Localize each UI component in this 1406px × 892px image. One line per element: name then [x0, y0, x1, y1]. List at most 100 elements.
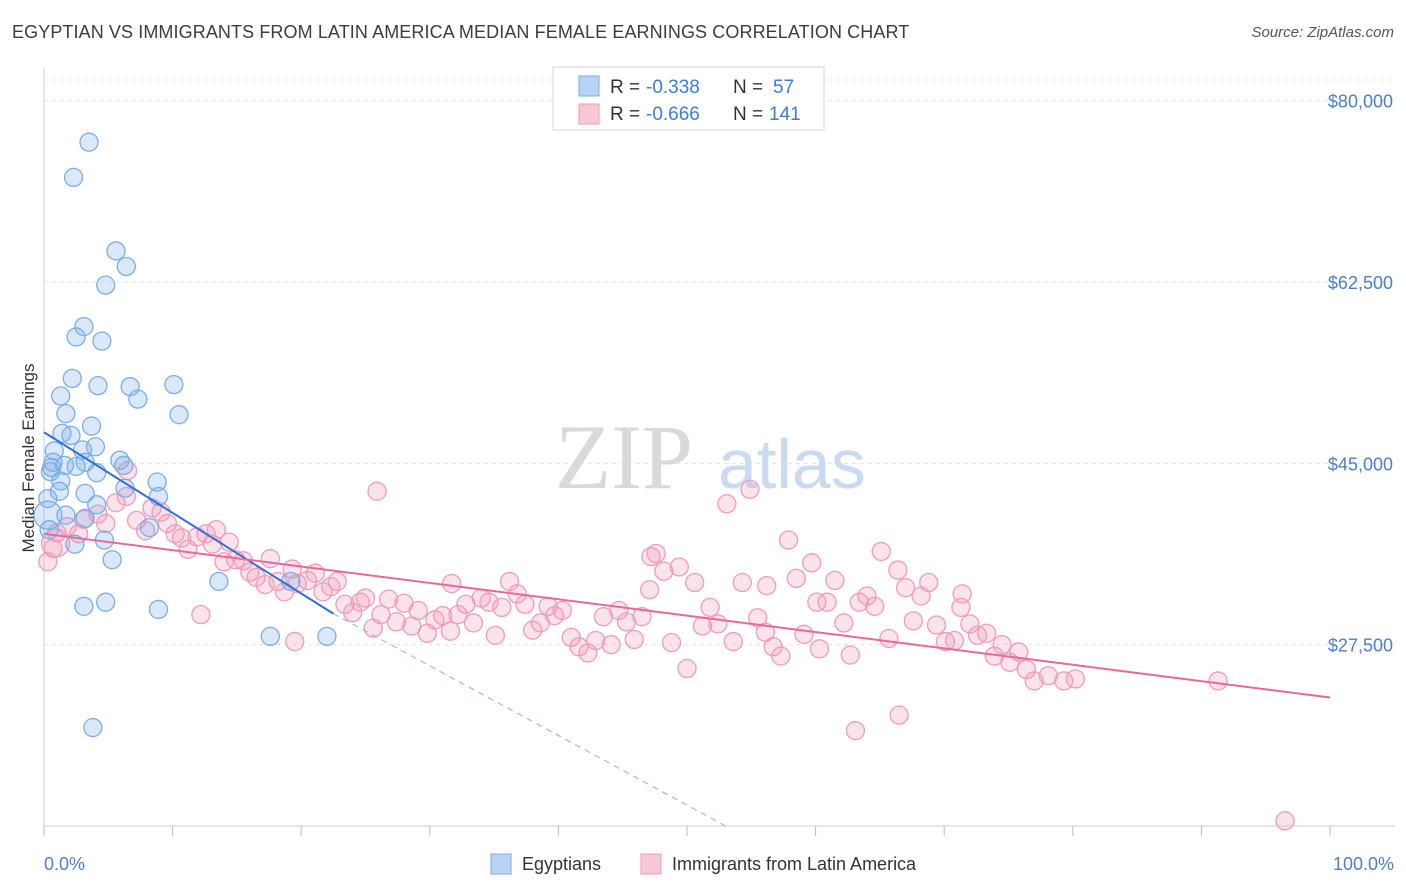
- latin-america-point-5: [74, 509, 94, 529]
- latin-america-point-119: [944, 630, 965, 651]
- egyptians-point-43: [139, 517, 160, 538]
- series-legend: Egyptians Immigrants from Latin America: [490, 853, 917, 875]
- egyptians-points: [33, 132, 337, 738]
- legend-r-label-1: R =: [610, 77, 640, 98]
- latin-america-point-61: [492, 597, 512, 618]
- latin-america-point-101: [802, 553, 822, 573]
- latin-america-point-111: [879, 628, 899, 649]
- latin-america-point-46: [378, 589, 399, 609]
- egyptians-point-12: [51, 386, 71, 406]
- latin-america-point-73: [586, 630, 606, 651]
- egyptians-point-0: [79, 132, 99, 152]
- latin-america-point-8: [106, 493, 126, 513]
- latin-america-point-97: [771, 646, 791, 666]
- chart-title: EGYPTIAN VS IMMIGRANTS FROM LATIN AMERIC…: [12, 22, 910, 42]
- latin-america-point-105: [834, 613, 854, 633]
- axes: [43, 68, 1395, 836]
- latin-america-point-132: [889, 705, 909, 725]
- watermark-atlas: atlas: [718, 425, 866, 503]
- legend-n-label-1: N =: [733, 77, 763, 98]
- latin-america-point-110: [871, 541, 891, 562]
- y-tick-labels: $27,500 $45,000 $62,500 $80,000: [1328, 92, 1393, 656]
- latin-america-point-53: [433, 606, 453, 626]
- latin-america-point-125: [992, 635, 1012, 655]
- latin-america-point-138: [641, 546, 661, 567]
- bottom-legend-latin-america: Immigrants from Latin America: [672, 854, 917, 874]
- source-label: Source: ZipAtlas.com: [1251, 24, 1394, 41]
- latin-america-point-130: [1038, 666, 1059, 686]
- latin-america-point-112: [888, 560, 908, 580]
- legend-swatch-blue: [578, 75, 600, 97]
- latin-america-point-69: [552, 600, 572, 621]
- latin-america-point-113: [895, 578, 916, 598]
- trend-lines: [43, 431, 1331, 827]
- egyptians-point-6: [66, 327, 86, 347]
- egyptians-point-42: [65, 534, 85, 554]
- egyptians-point-52: [317, 626, 337, 647]
- latin-america-point-121: [960, 614, 980, 634]
- latin-america-point-78: [624, 629, 644, 650]
- latin-america-point-92: [732, 572, 752, 593]
- latin-america-point-103: [817, 592, 837, 612]
- latin-america-point-106: [840, 645, 860, 665]
- y-tick-label-3: $80,000: [1328, 92, 1393, 112]
- egyptians-trend-line: [43, 431, 334, 615]
- latin-america-point-109: [865, 596, 885, 616]
- watermark: ZIP atlas: [555, 406, 866, 508]
- latin-america-point-38: [321, 577, 341, 597]
- latin-america-point-128: [1016, 659, 1037, 680]
- latin-america-point-39: [327, 571, 347, 592]
- latin-america-point-114: [903, 611, 923, 631]
- latin-america-point-80: [640, 580, 660, 600]
- latin-america-point-98: [778, 530, 799, 550]
- egyptians-point-28: [66, 456, 86, 477]
- latin-america-point-30: [260, 549, 280, 569]
- latin-america-point-133: [1054, 671, 1074, 691]
- latin-america-point-90: [717, 494, 737, 514]
- latin-america-point-60: [485, 625, 506, 646]
- egyptians-point-7: [92, 331, 112, 351]
- latin-america-point-57: [463, 613, 484, 633]
- egyptians-point-large: [33, 500, 63, 530]
- latin-america-point-144: [1275, 811, 1295, 831]
- egyptians-point-15: [169, 405, 189, 425]
- latin-america-point-75: [601, 635, 621, 655]
- bottom-legend-egyptians: Egyptians: [522, 854, 601, 874]
- x-tick-label-1: 100.0%: [1333, 854, 1394, 874]
- latin-america-point-89: [708, 614, 728, 634]
- latin-america-point-99: [786, 568, 806, 589]
- latin-america-point-83: [661, 632, 682, 653]
- latin-america-point-79: [632, 607, 652, 627]
- egyptians-point-9: [88, 376, 108, 396]
- egyptians-point-1: [63, 167, 84, 188]
- legend-swatch-pink: [578, 103, 600, 125]
- latin-america-point-55: [448, 604, 468, 625]
- latin-america-point-91: [723, 631, 743, 652]
- egyptians-point-31: [51, 471, 71, 491]
- egyptians-point-3: [116, 256, 136, 277]
- latin-america-point-104: [825, 570, 845, 591]
- latin-america-point-65: [523, 620, 543, 640]
- latin-america-point-50: [408, 600, 428, 621]
- y-tick-label-1: $45,000: [1328, 454, 1393, 474]
- latin-america-point-84: [669, 557, 689, 577]
- latin-america-point-100: [794, 624, 814, 644]
- egyptians-point-4: [96, 275, 116, 295]
- legend-n-value-2: 141: [769, 104, 801, 125]
- latin-america-point-142: [191, 604, 211, 625]
- latin-america-point-102: [809, 639, 830, 659]
- egyptians-point-32: [147, 472, 167, 492]
- egyptians-point-50: [148, 599, 169, 620]
- latin-america-point-139: [807, 592, 827, 612]
- latin-america-point-17: [171, 528, 192, 548]
- egyptians-point-13: [128, 389, 148, 409]
- egyptians-point-16: [81, 416, 102, 436]
- latin-america-point-54: [440, 621, 461, 641]
- egyptians-point-53: [83, 717, 103, 738]
- latin-america-point-141: [367, 481, 387, 501]
- egyptians-point-14: [56, 403, 76, 424]
- latin-america-point-140: [951, 597, 971, 618]
- y-tick-label-0: $27,500: [1328, 636, 1393, 656]
- legend-n-value-1: 57: [773, 77, 794, 98]
